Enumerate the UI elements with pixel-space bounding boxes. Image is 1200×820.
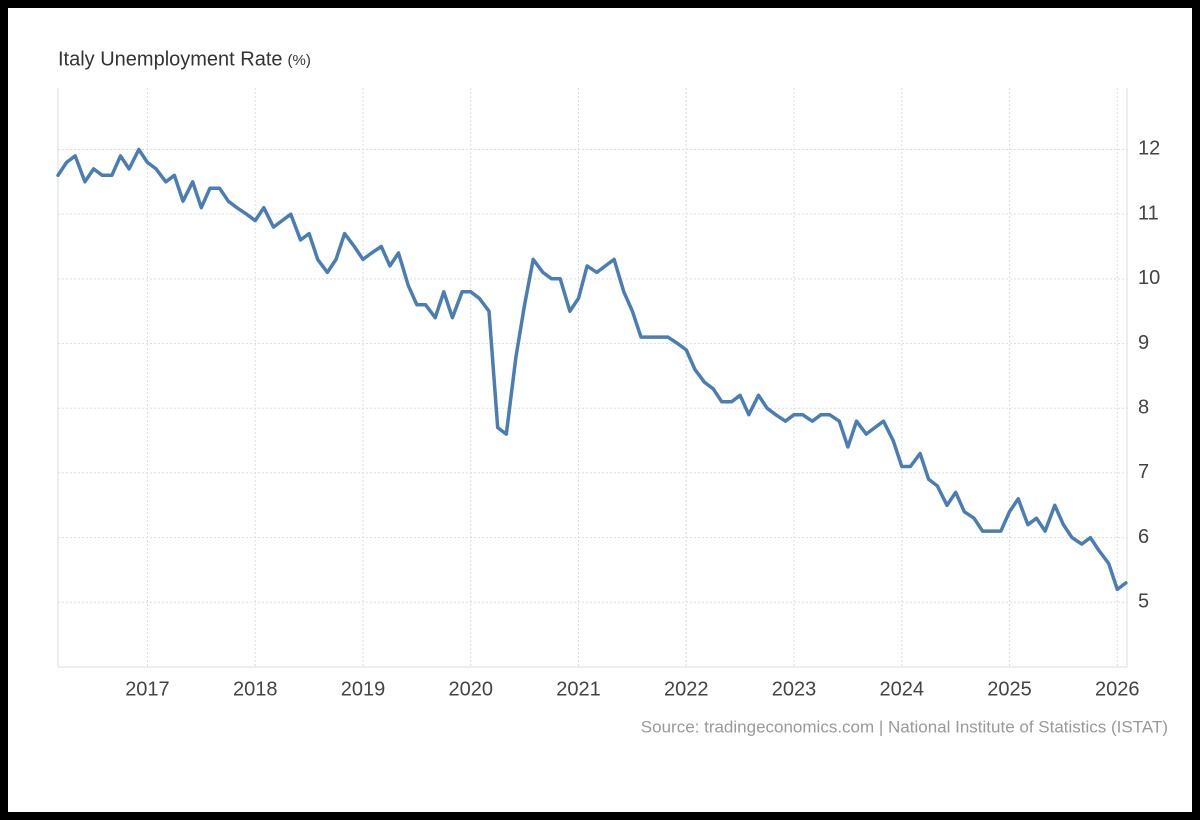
frame <box>8 8 1192 812</box>
y-tick-label: 10 <box>1138 267 1160 289</box>
x-tick-label: 2018 <box>233 678 278 700</box>
y-tick-label: 6 <box>1138 526 1149 548</box>
chart-title: Italy Unemployment Rate <box>58 48 283 70</box>
y-tick-label: 9 <box>1138 332 1149 354</box>
source-note: Source: tradingeconomics.com | National … <box>641 717 1168 736</box>
x-tick-label: 2019 <box>341 678 386 700</box>
y-tick-label: 5 <box>1138 591 1149 613</box>
y-tick-label: 11 <box>1138 202 1159 224</box>
x-tick-label: 2025 <box>987 678 1032 700</box>
x-tick-label: 2021 <box>556 678 601 700</box>
y-tick-label: 12 <box>1138 138 1160 160</box>
unit-label: (%) <box>288 52 311 69</box>
x-tick-label: 2024 <box>880 678 925 700</box>
x-tick-label: 2020 <box>448 678 493 700</box>
x-tick-label: 2026 <box>1095 678 1140 700</box>
data-line <box>56 147 1128 592</box>
y-tick-label: 8 <box>1138 397 1149 419</box>
x-tick-label: 2023 <box>772 678 817 700</box>
x-tick-label: 2022 <box>664 678 709 700</box>
y-tick-label: 7 <box>1138 461 1149 483</box>
x-tick-label: 2017 <box>125 678 170 700</box>
